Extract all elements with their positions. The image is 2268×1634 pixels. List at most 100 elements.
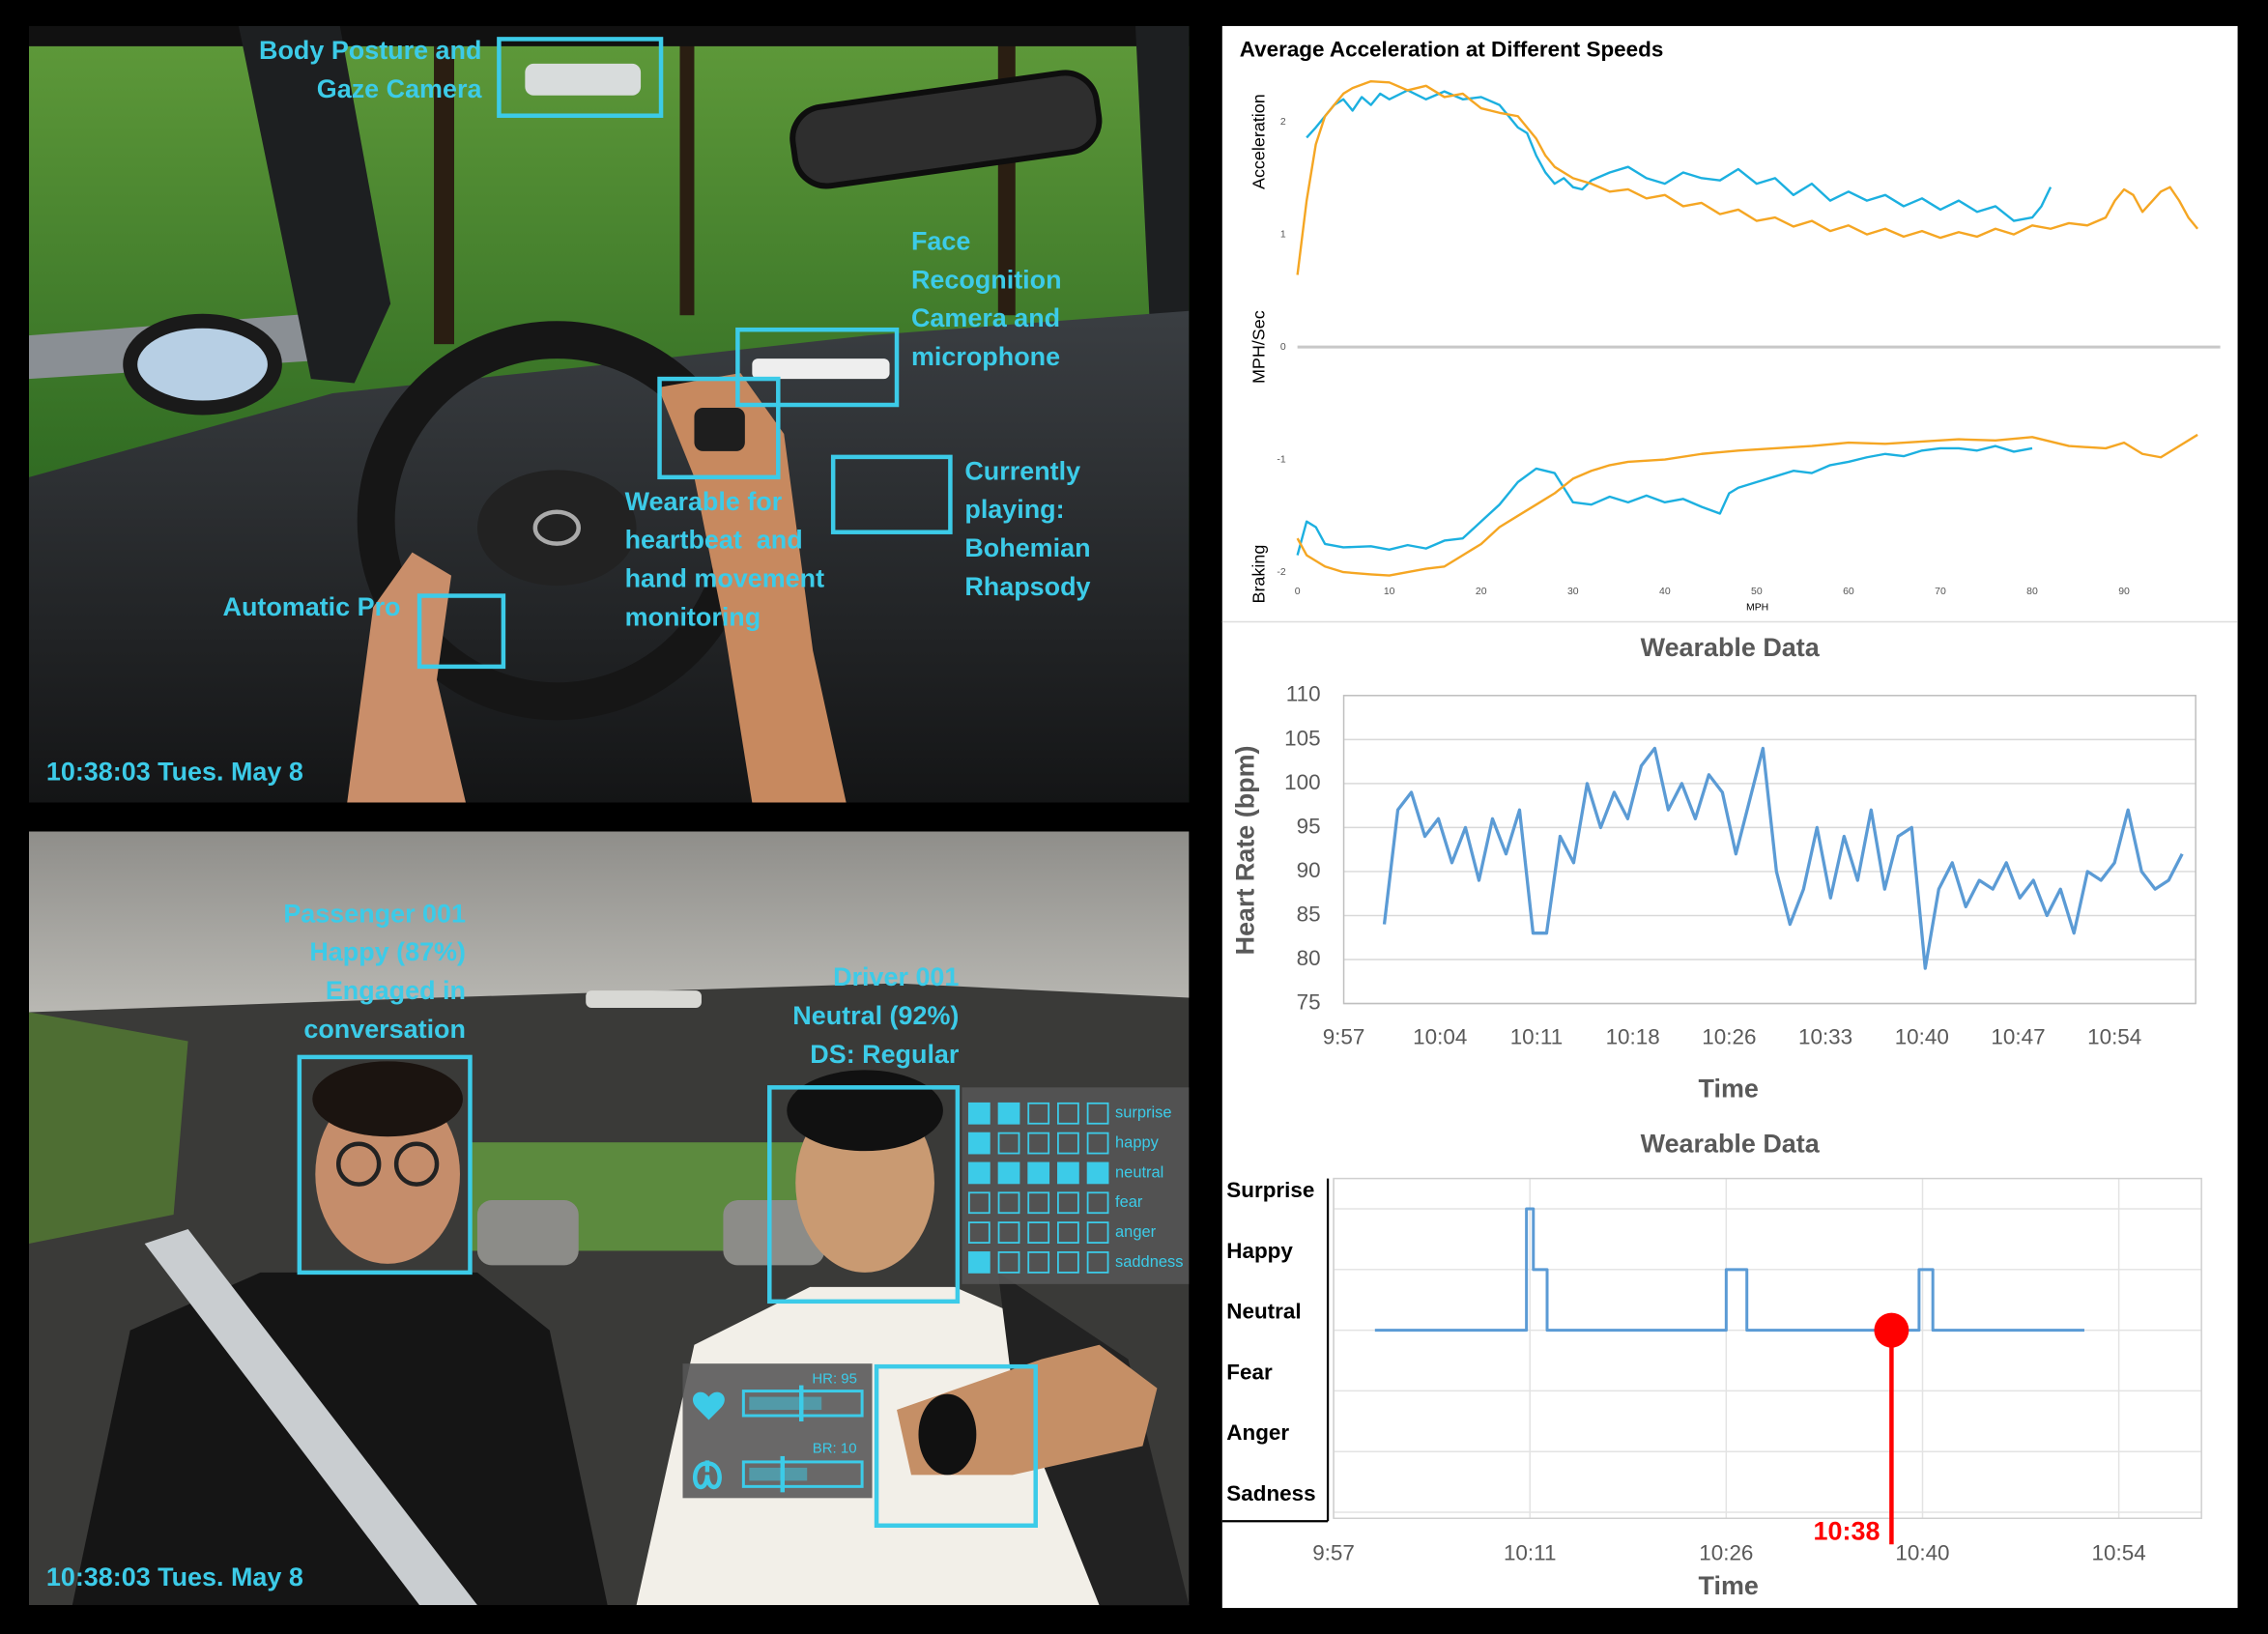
- y-tick-label: 100: [1284, 770, 1320, 794]
- y-tick-label: Anger: [1226, 1420, 1289, 1445]
- data-line: [1296, 444, 2033, 556]
- x-tick-label: 0: [1295, 587, 1301, 597]
- emotion-slot: [1057, 1102, 1079, 1125]
- rear-mirror: [789, 70, 1103, 189]
- headrest: [723, 1200, 825, 1266]
- x-tick-label: 10:26: [1702, 1024, 1756, 1048]
- camera-annotation: Recognition: [911, 265, 1062, 294]
- emotion-slot: [1086, 1251, 1109, 1274]
- emotion-label: surprise: [1115, 1104, 1172, 1122]
- passenger-status: Engaged in: [326, 976, 466, 1005]
- camera-annotation: heartbeat and: [625, 526, 803, 555]
- dome-light: [586, 990, 702, 1009]
- current-time-marker: [1874, 1312, 1909, 1348]
- x-tick-label: 10:26: [1699, 1541, 1753, 1565]
- emotion-level: [967, 1132, 990, 1155]
- emotion-label: fear: [1115, 1193, 1143, 1211]
- x-axis-label: MPH: [1746, 602, 1768, 613]
- y-tick-label: -1: [1277, 454, 1285, 465]
- y-tick-label: 80: [1297, 946, 1321, 970]
- cabin-front-photo: [28, 25, 1190, 803]
- vital-reading: HR: 95: [812, 1371, 857, 1388]
- x-tick-label: 10:54: [2087, 1024, 2141, 1048]
- emotion-slot: [997, 1221, 1020, 1244]
- annotation-box: [497, 37, 664, 118]
- emotion-slot: [1027, 1191, 1050, 1215]
- annotation-box: [657, 376, 781, 480]
- emotion-slot: [1086, 1221, 1109, 1244]
- emotion-slot: [997, 1132, 1020, 1155]
- cabin-rear-photo: [28, 831, 1190, 1606]
- x-tick-label: 20: [1476, 587, 1487, 597]
- camera-annotation: playing:: [964, 495, 1064, 524]
- ceiling: [28, 831, 1190, 1013]
- emotion-level: [1057, 1161, 1079, 1185]
- y-axis-label: MPH/Sec: [1249, 310, 1268, 384]
- x-tick-label: 10:11: [1510, 1024, 1563, 1048]
- driver-watch: [918, 1393, 977, 1476]
- driver-status: Neutral (92%): [792, 1001, 959, 1030]
- y-tick-label: 0: [1280, 342, 1286, 353]
- y-tick-label: 90: [1297, 858, 1321, 882]
- emotion-slot: [997, 1251, 1020, 1274]
- emotion-level: [997, 1161, 1020, 1185]
- annotation-box: [416, 593, 506, 670]
- camera-annotation: Face: [911, 227, 970, 256]
- emotion-level: [967, 1102, 990, 1125]
- emotion-slot: [1027, 1251, 1050, 1274]
- emotion-level: [997, 1102, 1020, 1125]
- x-tick-label: 9:57: [1323, 1024, 1365, 1048]
- camera-annotation: Currently: [964, 456, 1080, 485]
- y-tick-label: Surprise: [1226, 1178, 1314, 1202]
- passenger-status: conversation: [303, 1015, 466, 1044]
- x-tick-label: 10:33: [1798, 1024, 1852, 1048]
- emotion-slot: [1057, 1251, 1079, 1274]
- x-tick-label: 10:40: [1895, 1541, 1949, 1565]
- headrest: [476, 1200, 579, 1266]
- a-pillar: [238, 25, 391, 384]
- br-slider-fill: [749, 1467, 808, 1481]
- emotion-label: happy: [1115, 1133, 1160, 1151]
- x-tick-label: 30: [1567, 587, 1579, 597]
- y-tick-label: 110: [1286, 682, 1321, 706]
- side-mirror: [123, 313, 282, 416]
- roof-edge: [28, 25, 1190, 46]
- y-tick-label: 105: [1284, 726, 1320, 750]
- x-tick-label: 10:40: [1895, 1024, 1949, 1048]
- x-tick-label: 10:11: [1504, 1541, 1556, 1565]
- camera-annotation: Gaze Camera: [317, 74, 483, 103]
- y-tick-label: 2: [1280, 117, 1286, 128]
- emotion-label: saddness: [1115, 1253, 1183, 1271]
- emotion-slot: [967, 1221, 990, 1244]
- chart-title: Wearable Data: [1641, 633, 1821, 662]
- data-line: [1382, 746, 2184, 970]
- emotion-label: anger: [1115, 1223, 1157, 1241]
- x-tick-label: 9:57: [1312, 1541, 1355, 1565]
- wheel-logo: [532, 509, 581, 546]
- driver-hair: [787, 1070, 943, 1152]
- camera-annotation: Camera and: [911, 303, 1060, 332]
- camera-annotation: Rhapsody: [964, 572, 1090, 601]
- emotion-level: [1086, 1161, 1109, 1185]
- posture-camera: [525, 63, 642, 96]
- timestamp: 10:38:03 Tues. May 8: [46, 1562, 303, 1591]
- emotion-slot: [967, 1191, 990, 1215]
- y-axis-label: Acceleration: [1249, 94, 1268, 189]
- emotion-slot: [1057, 1221, 1079, 1244]
- x-tick-label: 90: [2118, 587, 2130, 597]
- heart-icon: [693, 1391, 725, 1420]
- camera-annotation: microphone: [911, 342, 1060, 371]
- glasses: [393, 1141, 440, 1187]
- wearable-watch: [694, 408, 745, 451]
- wearable-box: [874, 1363, 1038, 1529]
- left-arm: [347, 552, 466, 803]
- y-tick-label: 1: [1280, 229, 1286, 240]
- y-tick-label: Happy: [1226, 1239, 1293, 1263]
- y-tick-label: 95: [1297, 814, 1321, 838]
- passenger-hair: [312, 1061, 463, 1137]
- driver-status: DS: Regular: [810, 1040, 960, 1069]
- chart-title: Average Acceleration at Different Speeds: [1240, 37, 1664, 61]
